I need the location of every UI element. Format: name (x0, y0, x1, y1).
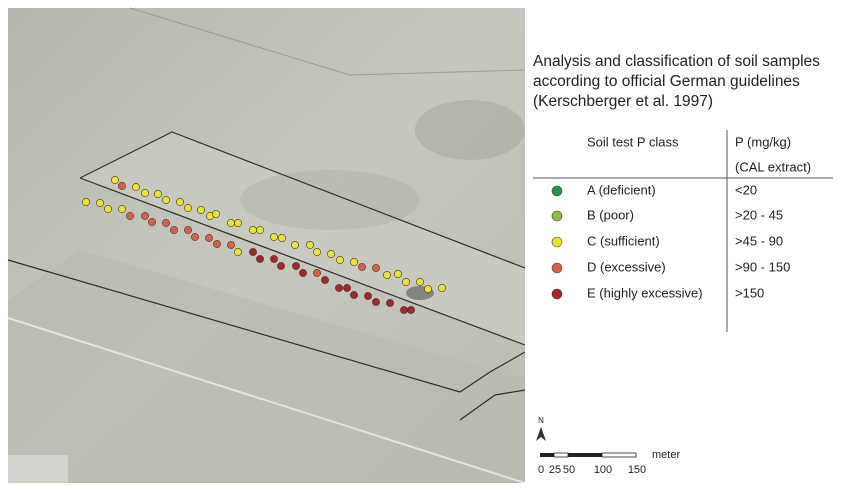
sample-point (184, 204, 191, 211)
scale-label: 25 (549, 464, 561, 476)
sample-point (141, 189, 148, 196)
sample-point (234, 219, 241, 226)
sample-point (82, 198, 89, 205)
sample-point (358, 263, 365, 270)
title-line: (Kerschberger et al. 1997) (533, 93, 713, 110)
scale-unit: meter (652, 449, 680, 461)
scale-label: 150 (628, 464, 646, 476)
sample-point (184, 226, 191, 233)
sample-point (162, 196, 169, 203)
legend-range: >150 (735, 285, 764, 300)
sample-point (270, 255, 277, 262)
legend-swatch (552, 263, 562, 273)
north-label: N (538, 416, 544, 425)
sample-point (132, 183, 139, 190)
legend-swatch (552, 289, 562, 299)
sample-point (364, 292, 371, 299)
legend-rows: A (deficient) <20 B (poor) >20 - 45 C (suffi… (552, 182, 790, 300)
sample-point (104, 205, 111, 212)
sample-point (212, 210, 219, 217)
sample-point (227, 241, 234, 248)
sample-point (350, 258, 357, 265)
legend-label: A (deficient) (587, 182, 656, 197)
sample-point (213, 240, 220, 247)
sample-point (327, 250, 334, 257)
legend-label: E (highly excessive) (587, 285, 703, 300)
legend-range: >90 - 150 (735, 259, 790, 274)
sample-point (386, 299, 393, 306)
sample-point (154, 190, 161, 197)
sample-point (291, 241, 298, 248)
sample-point (372, 264, 379, 271)
sample-point (256, 226, 263, 233)
sample-point (278, 234, 285, 241)
legend-label: B (poor) (587, 207, 634, 222)
sample-point (416, 278, 423, 285)
legend: Analysis and classification of soil samp… (533, 53, 833, 332)
sample-point (335, 284, 342, 291)
sample-point (270, 233, 277, 240)
sample-point (118, 182, 125, 189)
sample-point (372, 298, 379, 305)
sample-point (191, 233, 198, 240)
sample-point (321, 276, 328, 283)
sample-point (227, 219, 234, 226)
legend-swatch (552, 186, 562, 196)
sample-point (313, 269, 320, 276)
header-class: Soil test P class (587, 134, 679, 149)
sample-point (394, 270, 401, 277)
sample-point (292, 262, 299, 269)
sample-point (249, 248, 256, 255)
title-line: according to official German guidelines (533, 73, 800, 90)
page: Analysis and classification of soil samp… (0, 0, 852, 483)
header-extract: (CAL extract) (735, 159, 811, 174)
sample-point (162, 219, 169, 226)
legend-swatch (552, 237, 562, 247)
legend-range: >45 - 90 (735, 233, 783, 248)
sample-point (336, 256, 343, 263)
legend-range: >20 - 45 (735, 207, 783, 222)
header-unit: P (mg/kg) (735, 134, 791, 149)
sample-point (148, 218, 155, 225)
scale-label: 100 (594, 464, 612, 476)
title-line: Analysis and classification of soil samp… (533, 53, 820, 70)
sample-point (197, 206, 204, 213)
sample-point (306, 241, 313, 248)
sample-point (176, 198, 183, 205)
sample-point (96, 199, 103, 206)
sample-point (350, 291, 357, 298)
legend-range: <20 (735, 182, 757, 197)
sample-point (438, 284, 445, 291)
sample-point (407, 306, 414, 313)
sample-point (234, 248, 241, 255)
sample-point (256, 255, 263, 262)
sample-point (170, 226, 177, 233)
north-arrow: N (536, 416, 546, 441)
sample-point (400, 306, 407, 313)
scale-label: 0 (538, 464, 544, 476)
sample-point (141, 212, 148, 219)
sample-point (277, 262, 284, 269)
scale-label: 50 (563, 464, 575, 476)
sample-point (126, 212, 133, 219)
sample-point (313, 248, 320, 255)
legend-swatch (552, 211, 562, 221)
sample-point (383, 271, 390, 278)
legend-label: D (excessive) (587, 259, 666, 274)
sample-point (111, 176, 118, 183)
legend-label: C (sufficient) (587, 233, 660, 248)
sample-point (343, 284, 350, 291)
aerial-map (8, 8, 525, 483)
sample-point (424, 285, 431, 292)
sample-point (402, 278, 409, 285)
sample-point (118, 205, 125, 212)
sample-point (249, 226, 256, 233)
sample-point (299, 269, 306, 276)
sample-point (205, 234, 212, 241)
